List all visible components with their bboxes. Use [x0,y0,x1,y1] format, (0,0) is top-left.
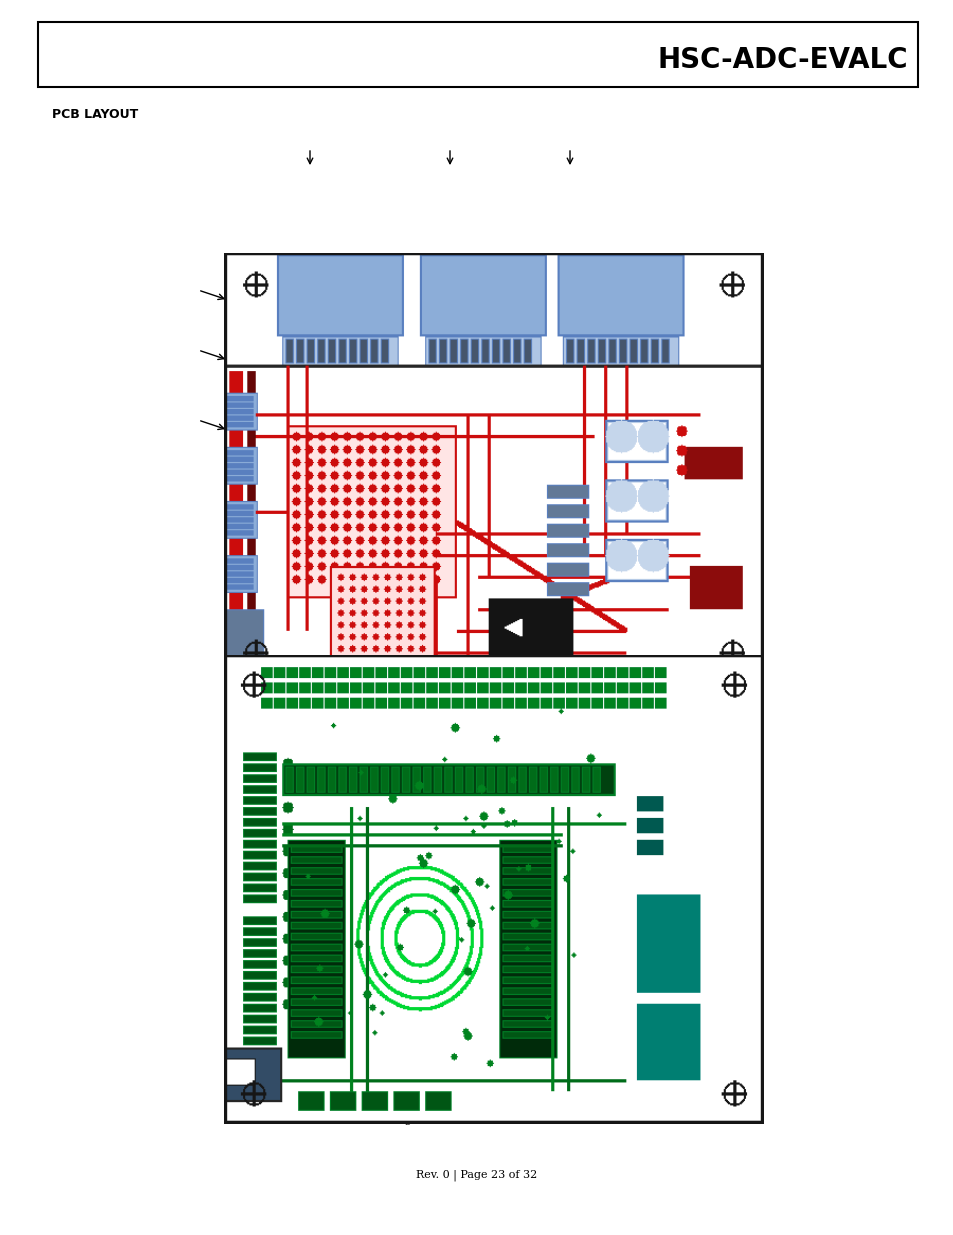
Text: PCB LAYOUT: PCB LAYOUT [52,107,138,121]
Text: Figure 19. Top Silkscreen: Figure 19. Top Silkscreen [404,580,549,590]
Bar [38,22,917,86]
Text: Figure 20. Bottom Silkscreen: Figure 20. Bottom Silkscreen [394,1115,559,1125]
Text: Rev. 0 | Page 23 of 32: Rev. 0 | Page 23 of 32 [416,1170,537,1181]
Text: HSC-ADC-EVALC: HSC-ADC-EVALC [657,46,907,74]
